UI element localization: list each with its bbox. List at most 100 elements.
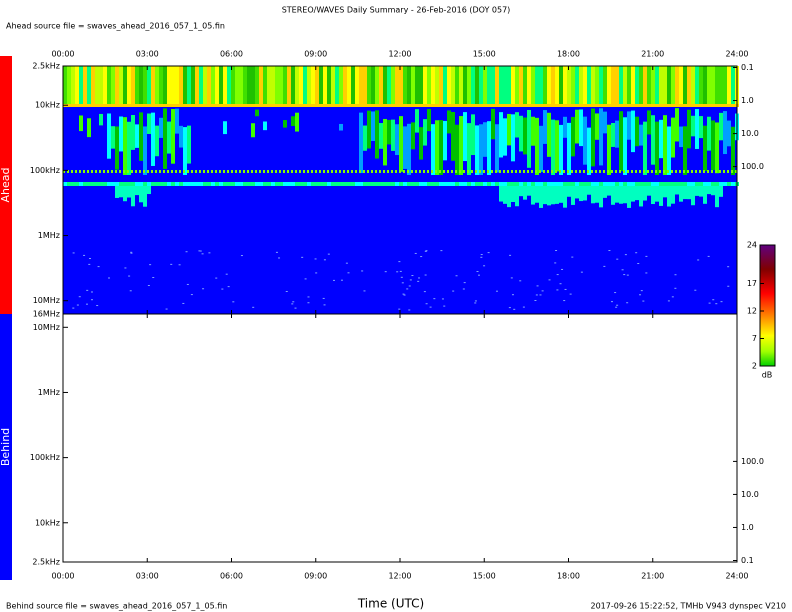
spectrogram-cell xyxy=(415,66,419,106)
spectrogram-cell xyxy=(323,170,325,173)
spectrogram-cell xyxy=(123,186,127,202)
spectrogram-cell xyxy=(711,120,715,170)
spectrogram-cell xyxy=(167,104,171,107)
spectrogram-cell xyxy=(76,304,79,306)
spectrogram-cell xyxy=(199,66,203,106)
title: STEREO/WAVES Daily Summary - 26-Feb-2016… xyxy=(282,6,511,15)
spectrogram-cell xyxy=(515,104,519,107)
spectrogram-cell xyxy=(322,297,325,299)
spectrogram-cell xyxy=(671,117,675,158)
spectrogram-cell xyxy=(697,259,700,261)
spectrogram-cell xyxy=(71,170,73,173)
spectrogram-cell xyxy=(267,104,271,107)
spectrogram-cell xyxy=(259,66,263,106)
spectrogram-cell xyxy=(463,104,467,107)
spectrogram-cell xyxy=(583,116,587,165)
spectrogram-cell xyxy=(424,274,427,276)
spectrogram-cell xyxy=(543,110,547,144)
spectrogram-cell xyxy=(375,110,379,159)
colorbar-unit: dB xyxy=(762,371,773,380)
spectrogram-cell xyxy=(611,66,615,106)
spectrogram-cell xyxy=(339,182,343,186)
spectrogram-cell xyxy=(543,182,547,186)
spectrogram-cell xyxy=(279,170,281,173)
spectrogram-cell xyxy=(97,266,100,268)
spectrogram-cell xyxy=(387,170,389,173)
spectrogram-cell xyxy=(479,124,483,175)
spectrogram-cell xyxy=(175,182,179,186)
spectrogram-cell xyxy=(663,186,667,198)
spectrogram-cell xyxy=(171,182,175,186)
spectrogram-cell xyxy=(607,182,611,186)
spectrogram-cell xyxy=(155,170,157,173)
spectrogram-cell xyxy=(363,170,365,173)
spectrogram-cell xyxy=(659,186,663,206)
spectrogram-cell xyxy=(187,66,191,106)
spectrogram-cell xyxy=(723,104,727,107)
spectrogram-cell xyxy=(563,300,566,302)
spectrogram-cell xyxy=(708,302,711,304)
spectrogram-cell xyxy=(569,293,572,295)
spectrogram-cell xyxy=(79,66,83,106)
spectrogram-cell xyxy=(615,66,619,106)
spectrogram-cell xyxy=(243,170,245,173)
spectrogram-cell xyxy=(603,182,607,186)
spectrogram-cell xyxy=(483,265,486,267)
spectrogram-cell xyxy=(231,170,233,173)
spectrogram-cell xyxy=(707,182,711,186)
spectrogram-cell xyxy=(63,182,67,186)
spectrogram-cell xyxy=(83,182,87,186)
spectrogram-cell xyxy=(626,302,629,304)
spectrogram-cell xyxy=(119,116,123,152)
spectrogram-cell xyxy=(539,186,543,208)
spectrogram-cell xyxy=(515,182,519,186)
spectrogram-cell xyxy=(251,123,255,138)
spectrogram-cell xyxy=(159,182,163,186)
spectrogram-cell xyxy=(483,122,487,157)
spectrogram-cell xyxy=(479,182,483,186)
spectrogram-cell xyxy=(191,66,195,106)
spectrogram-cell xyxy=(619,182,623,186)
spectrogram-cell xyxy=(655,182,659,186)
spectrogram-cell xyxy=(71,66,75,106)
spectrogram-cell xyxy=(635,186,639,201)
spectrogram-cell xyxy=(643,182,647,186)
spectrogram-cell xyxy=(555,170,557,173)
spectrogram-cell xyxy=(359,182,363,186)
spectrogram-cell xyxy=(301,256,304,258)
spectrogram-cell xyxy=(292,301,295,303)
colorbar-tick-label: 24 xyxy=(747,241,757,250)
spectrogram-cell xyxy=(419,182,423,186)
spectrogram-cell xyxy=(727,285,730,287)
spectrogram-cell xyxy=(624,254,627,256)
spectrogram-cell xyxy=(433,298,436,300)
spectrogram-cell xyxy=(371,66,375,106)
spectrogram-cell xyxy=(147,284,150,286)
spectrogram-cell xyxy=(398,308,401,310)
spectrogram-cell xyxy=(587,170,589,173)
spectrogram-cell xyxy=(679,170,681,173)
spectrogram-cell xyxy=(471,114,475,156)
spectrogram-cell xyxy=(395,170,397,173)
spectrogram-cell xyxy=(491,104,495,107)
spectrogram-cell xyxy=(687,170,689,173)
spectrogram-cell xyxy=(647,66,651,106)
spectrogram-cell xyxy=(219,170,221,173)
spectrogram-cell xyxy=(107,182,111,186)
spectrogram-cell xyxy=(603,170,605,173)
spectrogram-cell xyxy=(427,182,431,186)
spectrogram-cell xyxy=(443,104,447,107)
spectrogram-cell xyxy=(615,306,618,308)
spectrogram-cell xyxy=(627,170,629,173)
spectrogram-cell xyxy=(455,275,458,277)
spectrogram-cell xyxy=(239,170,241,173)
spectrogram-cell xyxy=(335,66,339,106)
spectrogram-cell xyxy=(695,182,699,186)
spectrogram-cell xyxy=(645,255,648,257)
spectrogram-cell xyxy=(283,104,287,107)
spectrogram-cell xyxy=(607,124,611,175)
spectrogram-cell xyxy=(315,182,319,186)
spectrogram-cell xyxy=(674,274,677,276)
spectrogram-cell xyxy=(575,170,577,173)
spectrogram-cell xyxy=(419,127,423,160)
